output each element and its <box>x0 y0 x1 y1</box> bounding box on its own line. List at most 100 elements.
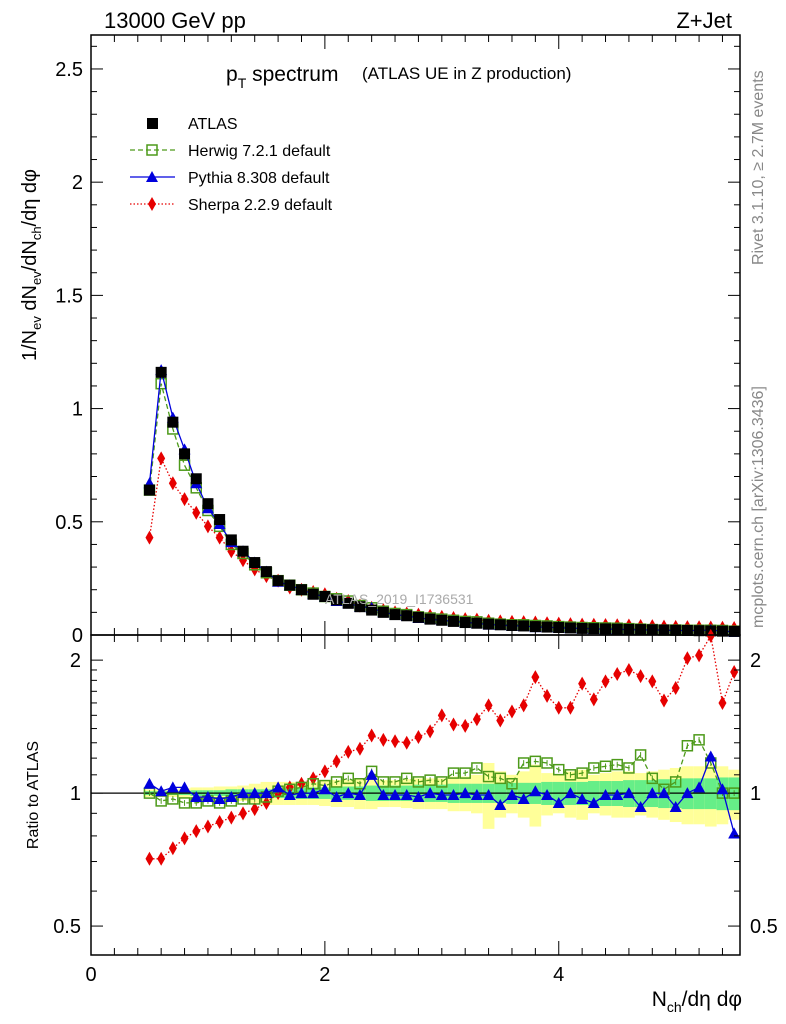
herwig-ratio-point <box>611 758 623 771</box>
legend-entry-herwig: Herwig 7.2.1 default <box>130 143 331 160</box>
sherpa-ratio-point <box>180 831 189 846</box>
sherpa-main-point <box>145 530 154 545</box>
pythia-ratio-point <box>646 787 659 799</box>
pythia-ratio-point <box>447 789 460 801</box>
atlas-main-point <box>225 534 237 546</box>
sherpa-ratio-point <box>519 698 528 713</box>
pythia-ratio-point <box>213 792 226 804</box>
analysis-watermark: ATLAS_2019_I1736531 <box>325 591 474 607</box>
sherpa-ratio-point <box>391 734 400 749</box>
herwig-ratio-point <box>412 776 425 788</box>
sherpa-ratio-point <box>624 662 633 677</box>
sherpa-ratio-point <box>601 674 610 689</box>
atlas-main-point <box>518 620 530 632</box>
main-y-tick-label: 0 <box>72 625 83 647</box>
main-y-tick-label: 2 <box>72 172 83 194</box>
pythia-ratio-point <box>576 792 589 804</box>
herwig-main-point <box>155 377 167 390</box>
pythia-ratio-point <box>190 790 203 802</box>
sherpa-main-point <box>157 451 166 466</box>
legend-entry-sherpa: Sherpa 2.2.9 default <box>130 197 333 214</box>
sherpa-ratio-point <box>613 667 622 682</box>
atlas-main-point <box>167 416 179 428</box>
sherpa-main-point <box>180 492 189 507</box>
herwig-ratio-point <box>178 797 191 809</box>
header-energy: 13000 GeV pp <box>104 8 246 33</box>
sherpa-main-point <box>227 544 236 559</box>
sherpa-ratio-point <box>683 651 692 666</box>
sherpa-ratio-point <box>531 670 540 685</box>
sherpa-ratio-point <box>250 802 259 817</box>
sherpa-ratio-point <box>215 815 224 830</box>
pythia-ratio-point <box>424 787 437 799</box>
herwig-ratio-point <box>354 777 366 790</box>
pythia-ratio-point <box>529 785 542 797</box>
herwig-ratio-point <box>529 755 542 768</box>
herwig-ratio-point <box>517 757 530 769</box>
herwig-marker-icon <box>146 144 158 156</box>
herwig-ratio-point <box>623 762 635 774</box>
pythia-ratio-point <box>693 781 706 793</box>
ratio-frame <box>90 634 741 956</box>
atlas-main-point <box>448 615 460 627</box>
sherpa-main-point <box>168 476 177 491</box>
pythia-ratio-point <box>459 787 472 799</box>
title-rest: spectrum <box>246 63 338 86</box>
atlas-main-point <box>284 579 296 591</box>
atlas-main-point <box>611 623 623 635</box>
sherpa-main-point <box>203 519 212 534</box>
herwig-ratio-point <box>576 767 588 779</box>
ratio-x-ticks: 0 2 4 <box>85 635 723 986</box>
pythia-ratio-point <box>389 789 402 801</box>
pythia-ratio-point <box>201 790 214 802</box>
legend-entry-pythia: Pythia 8.308 default <box>130 170 330 187</box>
sherpa-ratio-point <box>484 698 493 713</box>
sherpa-ratio-point <box>578 676 587 691</box>
atlas-main-point <box>471 617 483 629</box>
sherpa-ratio-point <box>145 851 154 866</box>
atlas-main-point <box>342 597 354 609</box>
ratio-band-inner <box>704 778 717 810</box>
ratio-y-tick-label-right: 2 <box>750 650 761 672</box>
pythia-ratio-point <box>412 790 425 802</box>
atlas-main-point <box>143 484 155 496</box>
pythia-ratio-point <box>353 789 366 801</box>
ratio-y-tick-label-right: 0.5 <box>750 916 778 938</box>
sherpa-ratio-point <box>472 712 481 727</box>
x-tick-label: 2 <box>319 964 330 986</box>
sherpa-ratio-point <box>730 665 739 680</box>
pythia-ratio-point <box>166 781 179 793</box>
pythia-ratio-point <box>541 789 554 801</box>
ratio-y-tick-label: 1 <box>70 783 81 805</box>
sherpa-ratio-point <box>168 841 177 856</box>
pythia-ratio-point <box>564 787 577 799</box>
pythia-ratio-point <box>318 783 331 795</box>
ratio-marks <box>143 628 741 866</box>
atlas-main-point <box>366 604 378 616</box>
sherpa-ratio-point <box>262 795 271 810</box>
atlas-main-point <box>202 498 214 510</box>
pythia-ratio-point <box>657 787 670 799</box>
atlas-main-point <box>354 601 366 613</box>
pythia-marker-icon <box>146 171 158 182</box>
sherpa-ratio-point <box>695 648 704 663</box>
sherpa-ratio-point <box>449 717 458 732</box>
pythia-ratio-point <box>728 827 741 839</box>
pythia-ratio-point <box>622 787 635 799</box>
pythia-ratio-point <box>517 792 530 804</box>
ratio-y-tick-label: 2 <box>70 650 81 672</box>
main-y-tick-label: 1.5 <box>55 285 83 307</box>
main-y-ticks: 0 0.5 1 1.5 2 2.5 <box>55 45 740 647</box>
sherpa-ratio-point <box>496 713 505 728</box>
sherpa-ratio-point <box>566 700 575 715</box>
sherpa-ratio-point <box>589 692 598 707</box>
x-tick-label: 4 <box>553 964 564 986</box>
legend: ATLAS Herwig 7.2.1 default Pythia 8.308 … <box>130 116 333 214</box>
pythia-ratio-point <box>365 768 378 780</box>
pythia-ratio-point <box>704 750 717 762</box>
sherpa-marker-icon <box>148 197 156 211</box>
pythia-ratio-point <box>283 789 296 801</box>
legend-entry-atlas: ATLAS <box>147 116 238 133</box>
herwig-ratio-point <box>471 762 483 774</box>
sherpa-ratio-point <box>659 693 668 708</box>
